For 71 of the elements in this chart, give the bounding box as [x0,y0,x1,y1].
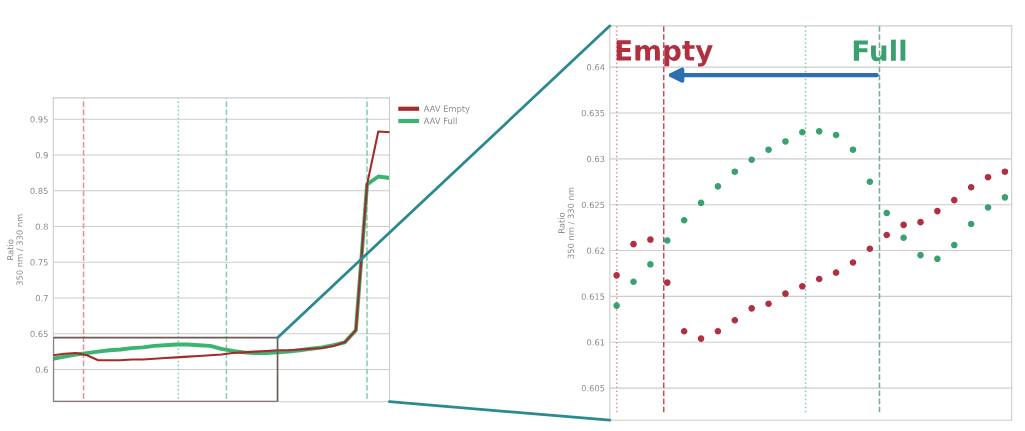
y-tick-label: 0.63 [587,155,605,163]
point [900,221,907,229]
point [849,146,857,153]
point [613,272,620,279]
y-tick-label: 0.635 [581,109,605,117]
point [934,207,941,215]
point [782,290,789,297]
point [782,138,789,145]
y-tick-label: 0.75 [30,259,48,266]
y-tick-label: 0.8 [35,223,48,230]
point [799,128,806,136]
point [663,279,671,286]
point [630,278,637,286]
y-axis-title: Ratio 350 nm / 330 nm [558,187,575,259]
point [731,168,739,175]
point [714,327,722,335]
point [883,209,891,217]
point [866,178,874,186]
annotation: Empty [616,40,713,67]
point [984,204,992,211]
line-series [53,130,390,362]
point [815,275,823,283]
point [917,218,924,226]
y-tick-label: 0.85 [30,187,48,195]
point [917,251,924,259]
y-tick-label: 0.615 [581,293,605,300]
point [1001,168,1009,175]
point [934,255,941,263]
legend-label: AAV Full [423,117,457,125]
point [832,131,840,139]
y-tick-label: 0.6 [35,366,48,373]
y-tick-label: 0.64 [587,64,605,71]
point [984,173,992,181]
point [748,305,755,312]
point [697,199,705,207]
point [748,156,755,164]
legend-label: AAV Empty [423,105,470,114]
y-tick-label: 0.625 [581,201,605,208]
y-tick-label: 0.9 [35,152,48,159]
point [630,240,637,248]
point [680,216,688,224]
point [967,183,975,191]
point [815,128,823,135]
point [731,316,739,324]
point [967,220,975,228]
y-tick-label: 0.61 [587,339,605,346]
point [1001,194,1009,201]
y-tick-label: 0.7 [35,295,48,302]
point [950,196,958,204]
y-tick-label: 0.65 [30,330,48,338]
point [663,237,671,244]
point [647,236,654,243]
point [714,183,722,190]
point [680,327,688,335]
point [883,231,891,239]
point [950,241,958,249]
annotation: Full [853,39,906,62]
point [765,146,772,153]
point [765,300,772,308]
point [613,302,620,309]
y-tick-label: 0.62 [587,247,605,254]
point [832,269,840,276]
point [799,283,806,290]
y-tick-label: 0.605 [581,385,605,392]
point [697,335,705,342]
y-axis-title: Ratio 350 nm / 330 nm [6,214,24,286]
point [849,259,857,266]
point [866,245,874,253]
point [647,261,654,268]
y-tick-label: 0.95 [30,116,48,123]
point [900,234,907,242]
